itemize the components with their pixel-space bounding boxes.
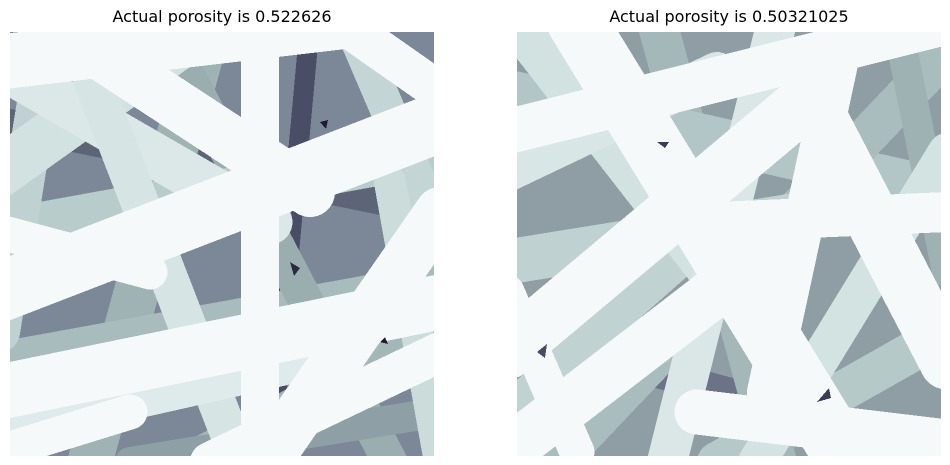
fiber-image-right xyxy=(517,32,941,456)
panel-title-right: Actual porosity is 0.50321025 xyxy=(609,7,849,26)
fiber-image-right-svg xyxy=(517,32,941,456)
porosity-panel-left: Actual porosity is 0.522626 xyxy=(10,0,434,465)
fiber-image-left-svg xyxy=(10,32,434,456)
fiber-image-left xyxy=(10,32,434,456)
panel-title-left: Actual porosity is 0.522626 xyxy=(112,7,332,26)
porosity-panel-right: Actual porosity is 0.50321025 xyxy=(517,0,941,465)
